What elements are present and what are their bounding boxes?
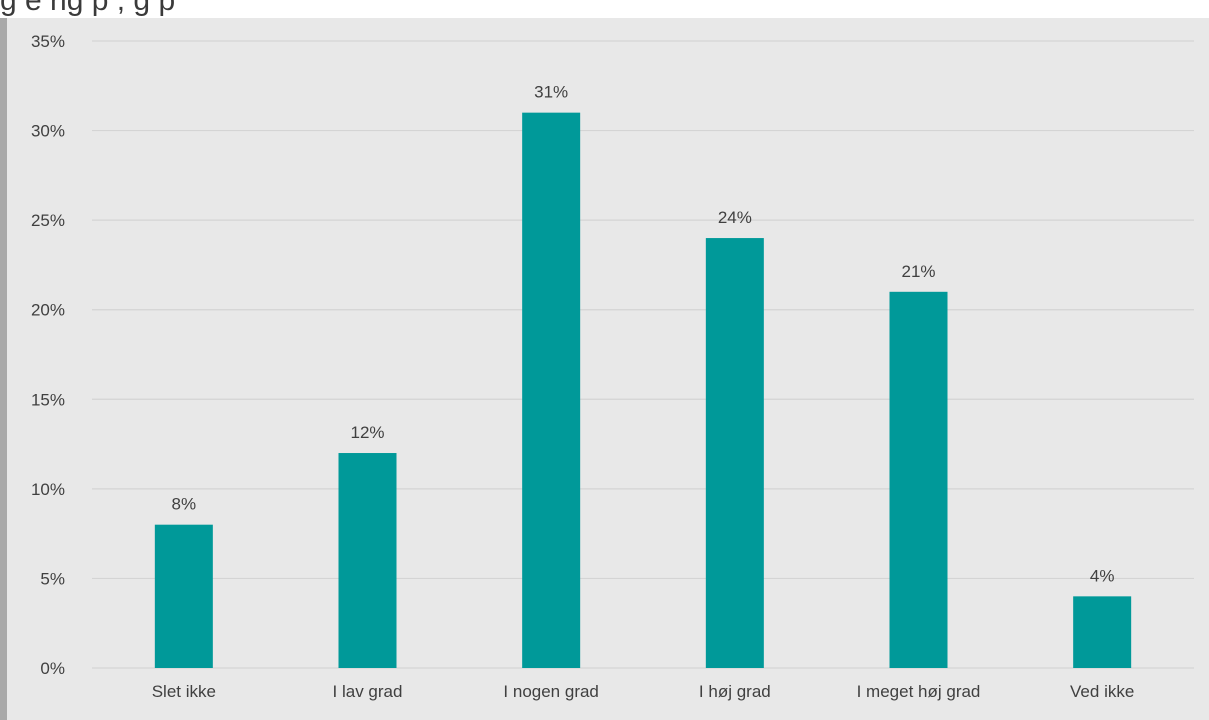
gridlines: [92, 40, 1194, 669]
y-tick-label: 30%: [31, 122, 65, 141]
chart-title-fragment: g e ng p , g p: [0, 0, 176, 17]
y-tick-label: 20%: [31, 301, 65, 320]
x-axis-ticks: Slet ikke I lav grad I nogen grad I høj gra…: [152, 682, 1135, 701]
data-label: 4%: [1090, 566, 1115, 585]
x-tick-label: I lav grad: [333, 682, 403, 701]
bar: [705, 238, 764, 669]
x-tick-label: I meget høj grad: [857, 682, 981, 701]
y-tick-label: 35%: [31, 32, 65, 51]
x-tick-label: I nogen grad: [503, 682, 598, 701]
x-tick-label: Slet ikke: [152, 682, 216, 701]
bar-chart: 0%5%10%15%20%25%30%35% 8%12%31%24%21%4% …: [31, 32, 1194, 701]
y-tick-label: 10%: [31, 480, 65, 499]
bar: [889, 291, 948, 668]
data-labels: 8% 12% 31% 24% 21% 4%: [172, 83, 1115, 586]
data-label: 12%: [350, 423, 384, 442]
y-tick-label: 5%: [40, 569, 65, 588]
bar: [154, 524, 213, 668]
y-tick-label: 25%: [31, 211, 65, 230]
x-tick-label: I høj grad: [699, 682, 771, 701]
data-label: 31%: [534, 83, 568, 102]
x-tick-label: Ved ikke: [1070, 682, 1134, 701]
data-label: 8%: [172, 495, 197, 514]
bars: [154, 112, 1132, 669]
data-label: 21%: [901, 262, 935, 281]
bar: [338, 453, 397, 668]
bar: [522, 112, 581, 668]
y-tick-label: 15%: [31, 390, 65, 409]
chart-panel: 0% 5% 10% 15% 20% 25% 30% 35% 8% 12% 31% 24% 21% 4% …: [7, 18, 1209, 720]
y-axis-ticks: 0% 5% 10% 15% 20% 25% 30% 35%: [31, 32, 65, 678]
data-label: 24%: [718, 208, 752, 227]
y-tick-label: 0%: [40, 659, 65, 678]
bar: [1073, 596, 1132, 668]
title-strip: g e ng p , g p: [0, 0, 1209, 18]
